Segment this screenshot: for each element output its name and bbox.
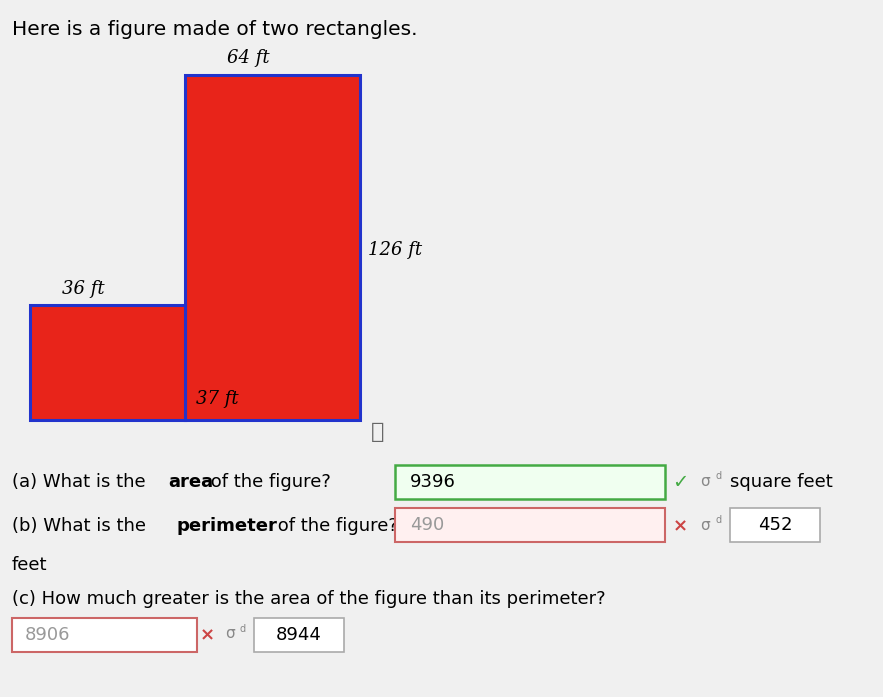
Text: (c) How much greater is the area of the figure than its perimeter?: (c) How much greater is the area of the … bbox=[12, 590, 606, 608]
Bar bbox=[395, 508, 665, 542]
Text: 64 ft: 64 ft bbox=[227, 49, 269, 67]
Text: ✓: ✓ bbox=[672, 473, 688, 491]
Bar bbox=[254, 618, 344, 652]
Text: feet: feet bbox=[12, 556, 48, 574]
Text: square feet: square feet bbox=[730, 473, 833, 491]
Bar bbox=[395, 465, 665, 499]
Text: σ: σ bbox=[700, 473, 710, 489]
Bar bbox=[185, 75, 360, 420]
Text: σ: σ bbox=[700, 517, 710, 533]
Text: (a) What is the: (a) What is the bbox=[12, 473, 151, 491]
Text: 36 ft: 36 ft bbox=[62, 280, 104, 298]
Text: of the figure?: of the figure? bbox=[272, 517, 398, 535]
Bar bbox=[12, 618, 197, 652]
Text: perimeter: perimeter bbox=[176, 517, 277, 535]
Text: 9396: 9396 bbox=[410, 473, 456, 491]
Text: ×: × bbox=[200, 626, 215, 644]
Bar bbox=[730, 508, 820, 542]
Text: area: area bbox=[168, 473, 213, 491]
Text: d: d bbox=[716, 471, 722, 481]
Text: 8944: 8944 bbox=[276, 626, 322, 644]
Bar bbox=[30, 305, 185, 420]
Text: Here is a figure made of two rectangles.: Here is a figure made of two rectangles. bbox=[12, 20, 418, 39]
Text: 37 ft: 37 ft bbox=[196, 390, 238, 408]
Text: d: d bbox=[715, 515, 721, 525]
Text: 452: 452 bbox=[758, 516, 792, 534]
Text: ×: × bbox=[673, 517, 688, 535]
Text: of the figure?: of the figure? bbox=[205, 473, 331, 491]
Text: 490: 490 bbox=[410, 516, 444, 534]
Text: ⌕: ⌕ bbox=[372, 422, 385, 442]
Text: 126 ft: 126 ft bbox=[368, 241, 422, 259]
Text: d: d bbox=[240, 624, 246, 634]
Text: (b) What is the: (b) What is the bbox=[12, 517, 152, 535]
Text: σ: σ bbox=[225, 627, 235, 641]
Text: 8906: 8906 bbox=[25, 626, 71, 644]
